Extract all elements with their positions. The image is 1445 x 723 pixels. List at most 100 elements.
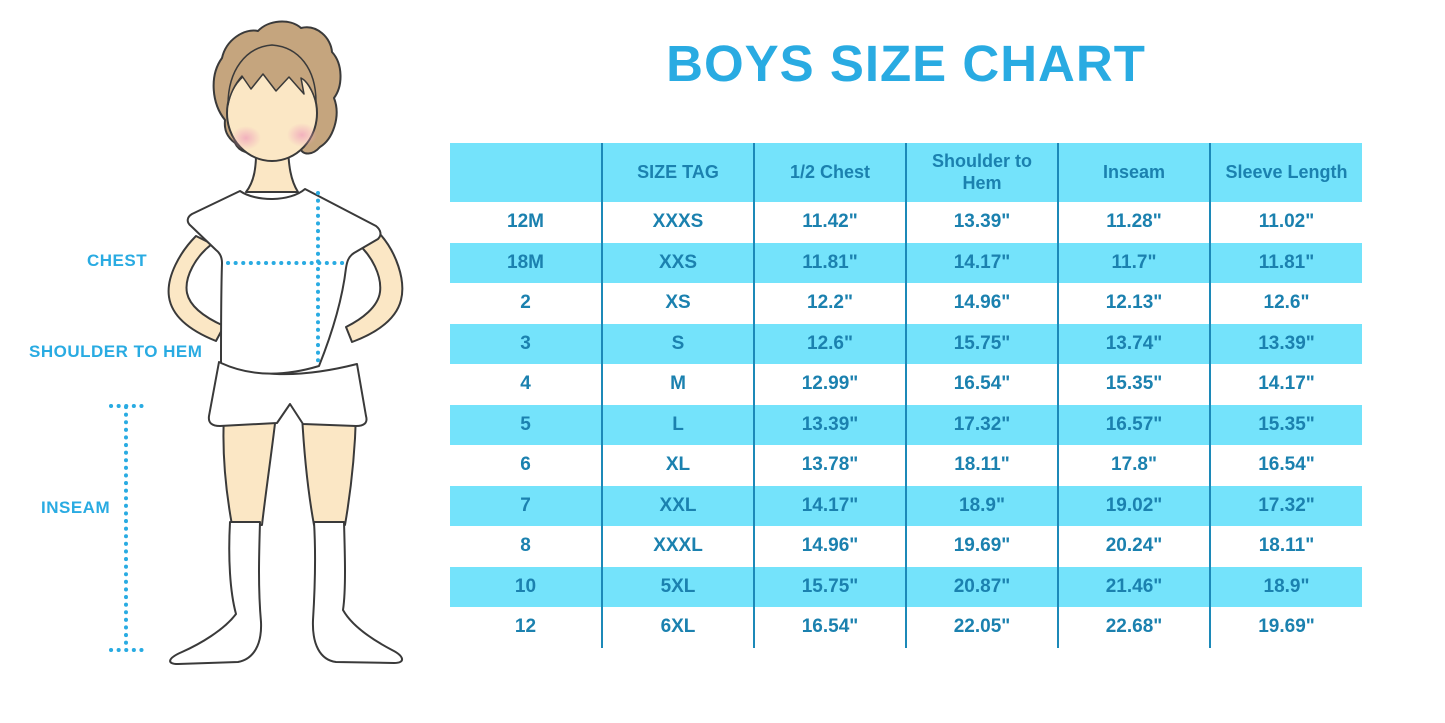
left-arm [167,235,225,342]
right-sock [311,521,403,664]
t-shirt [186,188,382,375]
column-header: Shoulder to Hem [905,143,1058,202]
column-header: 1/2 Chest [753,143,906,202]
measurement-cell: XXL [601,485,754,526]
table-head: SIZE TAG 1/2 Chest Shoulder to Hem Inseam Sl… [450,143,1362,202]
measurement-cell: 6XL [601,607,754,648]
measurement-cell: 11.42" [753,202,906,243]
table-row: 12 6XL 16.54" 22.05" 22.68" 19.69" [450,607,1362,648]
measurement-cell: 13.39" [1209,323,1362,364]
chest-label: CHEST [87,251,148,270]
measurement-cell: 16.54" [753,607,906,648]
inseam-label: INSEAM [41,498,111,517]
measurement-cell: 18.9" [905,485,1058,526]
table-row: 8 XXXL 14.96" 19.69" 20.24" 18.11" [450,526,1362,567]
size-cell: 5 [520,413,531,435]
right-leg [301,414,357,526]
measurement-cell: 18.9" [1209,566,1362,607]
measurement-cell: 14.96" [905,283,1058,324]
measurement-cell: 15.75" [905,323,1058,364]
measurement-cell: 15.35" [1209,404,1362,445]
measurement-cell: 20.87" [905,566,1058,607]
column-header: Sleeve Length [1209,143,1362,202]
cheek-left [231,126,261,150]
table-body: 12M XXXS 11.42" 13.39" 11.28" 11.02" 18M XXS 11.… [450,202,1362,648]
table-row: 3 S 12.6" 15.75" 13.74" 13.39" [450,323,1362,364]
measurement-cell: 18.11" [1209,526,1362,567]
measurement-cell: XS [601,283,754,324]
page-title: BOYS SIZE CHART [666,35,1146,92]
measurement-cell: 11.81" [753,242,906,283]
boys-size-table: SIZE TAG 1/2 Chest Shoulder to Hem Inseam Sl… [450,143,1362,648]
measurement-cell: 11.81" [1209,242,1362,283]
column-header: SIZE TAG [601,143,754,202]
table-row: 10 5XL 15.75" 20.87" 21.46" 18.9" [450,566,1362,607]
size-cell: 8 [520,535,531,557]
size-cell: 12M [507,211,544,233]
column-header [450,143,602,202]
table-head-row: SIZE TAG 1/2 Chest Shoulder to Hem Inseam Sl… [450,143,1362,202]
measurement-cell: 19.69" [905,526,1058,567]
measurement-cell: XXXS [601,202,754,243]
measurement-cell: 15.75" [753,566,906,607]
measurement-cell: 12.2" [753,283,906,324]
left-leg [222,414,277,526]
measurement-cell: 15.35" [1057,364,1210,405]
measurement-cell: 22.68" [1057,607,1210,648]
size-cell: 4 [520,373,531,395]
measurement-cell: XL [601,445,754,486]
measurement-lines [109,191,348,652]
boy-illustration [109,20,404,665]
measurement-cell: 11.7" [1057,242,1210,283]
measurement-cell: 17.8" [1057,445,1210,486]
measurement-cell: 14.17" [753,485,906,526]
measurement-cell: 20.24" [1057,526,1210,567]
size-cell: 12 [514,616,537,638]
measurement-cell: 13.74" [1057,323,1210,364]
size-cell: 2 [520,292,531,314]
measurement-cell: 11.02" [1209,202,1362,243]
measurement-cell: 16.57" [1057,404,1210,445]
measurement-cell: 13.39" [905,202,1058,243]
table-row: 6 XL 13.78" 18.11" 17.8" 16.54" [450,445,1362,486]
measurement-cell: L [601,404,754,445]
cheek-right [287,123,317,147]
measurement-cell: 18.11" [905,445,1058,486]
measurement-cell: 12.99" [753,364,906,405]
table-row: 2 XS 12.2" 14.96" 12.13" 12.6" [450,283,1362,324]
measurement-cell: 14.17" [1209,364,1362,405]
measurement-cell: 16.54" [905,364,1058,405]
right-arm [345,233,404,343]
table-row: 5 L 13.39" 17.32" 16.57" 15.35" [450,404,1362,445]
size-cell: 7 [520,494,531,516]
table-row: 7 XXL 14.17" 18.9" 19.02" 17.32" [450,485,1362,526]
measurement-cell: 5XL [601,566,754,607]
size-cell: 10 [514,575,537,597]
size-cell: 6 [520,454,531,476]
measurement-cell: XXS [601,242,754,283]
measurement-cell: 13.78" [753,445,906,486]
figure-area: CHEST SHOULDER TO HEM INSEAM [0,0,450,723]
size-cell: 3 [520,332,531,354]
table-row: 4 M 12.99" 16.54" 15.35" 14.17" [450,364,1362,405]
shoulder-to-hem-label: SHOULDER TO HEM [29,342,203,361]
measurement-cell: S [601,323,754,364]
size-cell: 18M [507,251,544,273]
table-row: 12M XXXS 11.42" 13.39" 11.28" 11.02" [450,202,1362,243]
measurement-cell: M [601,364,754,405]
hair-fringe [227,44,317,106]
measurement-cell: 11.28" [1057,202,1210,243]
measurement-cell: 22.05" [905,607,1058,648]
table-row: 18M XXS 11.81" 14.17" 11.7" 11.81" [450,242,1362,283]
measurement-cell: 16.54" [1209,445,1362,486]
measurement-cell: 21.46" [1057,566,1210,607]
measurement-cell: 14.96" [753,526,906,567]
measurement-cell: 17.32" [1209,485,1362,526]
measurement-cell: 19.02" [1057,485,1210,526]
measurement-cell: 12.13" [1057,283,1210,324]
measurement-cell: 14.17" [905,242,1058,283]
column-header: Inseam [1057,143,1210,202]
measurement-cell: XXXL [601,526,754,567]
left-sock [169,521,263,665]
